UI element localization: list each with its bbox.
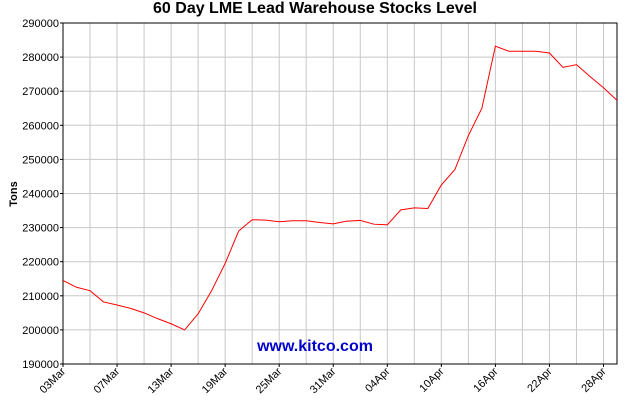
y-tick-label: 230000 bbox=[22, 223, 59, 235]
x-tick-label: 28Apr bbox=[579, 365, 608, 394]
x-tick-label: 16Apr bbox=[471, 365, 500, 394]
x-tick-label: 07Mar bbox=[92, 365, 123, 396]
y-tick-label: 190000 bbox=[22, 359, 59, 371]
y-tick-label: 240000 bbox=[22, 189, 59, 201]
y-axis-label: Tons bbox=[8, 181, 20, 206]
y-tick-label: 280000 bbox=[22, 52, 59, 64]
x-tick-label: 10Apr bbox=[417, 365, 446, 394]
y-tick-label: 260000 bbox=[22, 120, 59, 132]
y-tick-label: 200000 bbox=[22, 325, 59, 337]
x-tick-label: 19Mar bbox=[200, 365, 231, 396]
y-tick-label: 290000 bbox=[22, 18, 59, 30]
y-tick-label: 210000 bbox=[22, 291, 59, 303]
watermark: www.kitco.com bbox=[256, 338, 373, 355]
x-tick-label: 22Apr bbox=[525, 365, 554, 394]
x-tick-label: 13Mar bbox=[146, 365, 177, 396]
plot-border bbox=[62, 22, 618, 365]
data-line bbox=[62, 45, 618, 331]
y-tick-label: 220000 bbox=[22, 257, 59, 269]
x-tick-label: 31Mar bbox=[308, 365, 339, 396]
y-tick-label: 270000 bbox=[22, 86, 59, 98]
chart-title: 60 Day LME Lead Warehouse Stocks Level bbox=[153, 0, 477, 17]
y-tick-label: 250000 bbox=[22, 154, 59, 166]
x-tick-label: 25Mar bbox=[254, 365, 285, 396]
x-tick-label: 04Apr bbox=[363, 365, 392, 394]
